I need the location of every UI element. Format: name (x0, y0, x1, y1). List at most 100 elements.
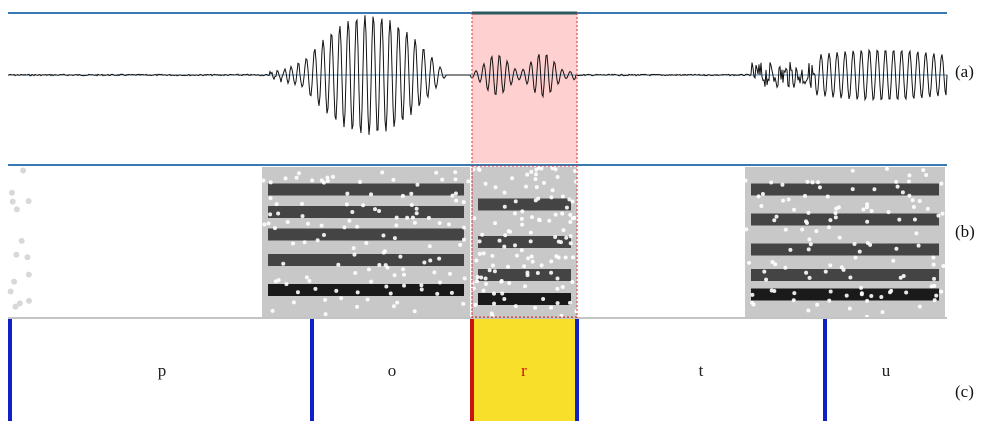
spectrogram-speckle (492, 269, 497, 274)
spectrogram-speckle (481, 288, 486, 293)
spectrogram-speckle (827, 298, 832, 303)
spectrogram-speckle (355, 290, 360, 295)
spectrogram-speckle (361, 203, 366, 208)
spectrogram-speckle (313, 286, 318, 291)
spectrogram-speckle (461, 225, 466, 230)
spectrogram-speckle (453, 170, 458, 175)
spectrogram-panel (7, 165, 946, 319)
spectrogram-speckle (364, 240, 369, 245)
spectrogram-speckle (853, 255, 858, 260)
spectrogram-speckle (296, 171, 301, 176)
spectrogram-speckle (432, 270, 437, 275)
spectrogram-speckle (568, 219, 573, 224)
spectrogram-formant-band (751, 288, 939, 301)
spectrogram-speckle (836, 205, 841, 210)
spectrogram-speckle (268, 180, 273, 185)
spectrogram-speckle (528, 230, 533, 235)
spectrogram-speckle (369, 192, 374, 197)
spectrogram-speckle (844, 293, 849, 298)
spectrogram-speckle (475, 274, 480, 279)
spectrogram-speckle (400, 193, 405, 198)
spectrogram-speckle (743, 178, 748, 183)
spectrogram-speckle (773, 262, 778, 267)
spectrogram-speckle (13, 206, 20, 213)
spectrogram-speckle (461, 200, 466, 205)
spectrogram-speckle (520, 222, 525, 227)
segment-label-t[interactable]: t (698, 361, 704, 380)
spectrogram-speckle (555, 175, 560, 180)
spectrogram-speckle (304, 275, 309, 280)
spectrogram-speckle (792, 291, 797, 296)
selected-segment-fill[interactable] (472, 319, 577, 421)
spectrogram-speckle (833, 215, 838, 220)
spectrogram-speckle (783, 227, 788, 232)
spectrogram-speckle (381, 250, 386, 255)
spectrogram-speckle (394, 223, 399, 228)
spectrogram-speckle (523, 284, 528, 289)
spectrogram-speckle (564, 235, 569, 240)
spectrogram-speckle (493, 221, 498, 226)
spectrogram-speckle (841, 267, 846, 272)
spectrogram-speckle (392, 236, 397, 241)
spectrogram-speckle (523, 184, 528, 189)
spectrogram-speckle (547, 218, 552, 223)
segment-label-o[interactable]: o (387, 361, 397, 380)
segment-label-u[interactable]: u (881, 361, 891, 380)
spectrogram-speckle (533, 177, 538, 182)
segmentation-panel (8, 319, 827, 421)
spectrogram-speckle (828, 263, 833, 268)
spectrogram-speckle (405, 215, 410, 220)
spectrogram-speckle (530, 215, 535, 220)
spectrogram-speckle (914, 231, 919, 236)
spectrogram-formant-band (478, 293, 571, 305)
panel-label-segmentation: (c) (955, 382, 974, 401)
spectrogram-speckle (344, 202, 349, 207)
spectrogram-speckle (440, 177, 445, 182)
spectrogram-speckle (477, 239, 482, 244)
spectrogram-speckle (563, 255, 568, 260)
spectrogram-speckle (24, 254, 31, 261)
panel-label-waveform: (a) (955, 62, 974, 81)
spectrogram-speckle (910, 198, 915, 203)
spectrogram-speckle (410, 215, 415, 220)
spectrogram-formant-band (268, 254, 464, 266)
spectrogram-speckle (409, 202, 414, 207)
spectrogram-speckle (901, 274, 906, 279)
spectrogram-speckle (305, 221, 310, 226)
spectrogram-speckle (529, 254, 534, 259)
spectrogram-speckle (857, 249, 862, 254)
spectrogram-speckle (365, 297, 370, 302)
spectrogram-speckle (770, 259, 775, 264)
spectrogram-speckle (847, 306, 852, 311)
spectrogram-speckle (409, 191, 414, 196)
spectrogram-speckle (533, 198, 538, 203)
spectrogram-speckle (940, 211, 945, 216)
spectrogram-speckle (437, 221, 442, 226)
spectrogram-speckle (339, 296, 344, 301)
spectrogram-speckle (513, 199, 518, 204)
spectrogram-speckle (872, 187, 877, 192)
spectrogram-speckle (415, 182, 420, 187)
spectrogram-speckle (366, 267, 371, 272)
segment-label-r[interactable]: r (521, 361, 527, 380)
spectrogram-speckle (479, 275, 484, 280)
spectrogram-speckle (315, 238, 320, 243)
spectrogram-speckle (377, 262, 382, 267)
spectrogram-speckle (11, 278, 18, 285)
spectrogram-speckle (323, 312, 328, 317)
spectrogram-speckle (530, 259, 535, 264)
spectrogram-speckle (402, 283, 407, 288)
spectrogram-speckle (774, 214, 779, 219)
spectrogram-speckle (817, 185, 822, 190)
spectrogram-speckle (307, 278, 312, 283)
spectrogram-speckle (392, 273, 397, 278)
spectrogram-speckle (931, 255, 936, 260)
spectrogram-speckle (880, 310, 885, 315)
spectrogram-speckle (491, 291, 496, 296)
spectrogram-speckle (553, 212, 558, 217)
segment-label-p[interactable]: p (157, 361, 167, 380)
spectrogram-speckle (419, 283, 424, 288)
spectrogram-speckle (936, 213, 941, 218)
spectrogram-speckle (556, 239, 561, 244)
